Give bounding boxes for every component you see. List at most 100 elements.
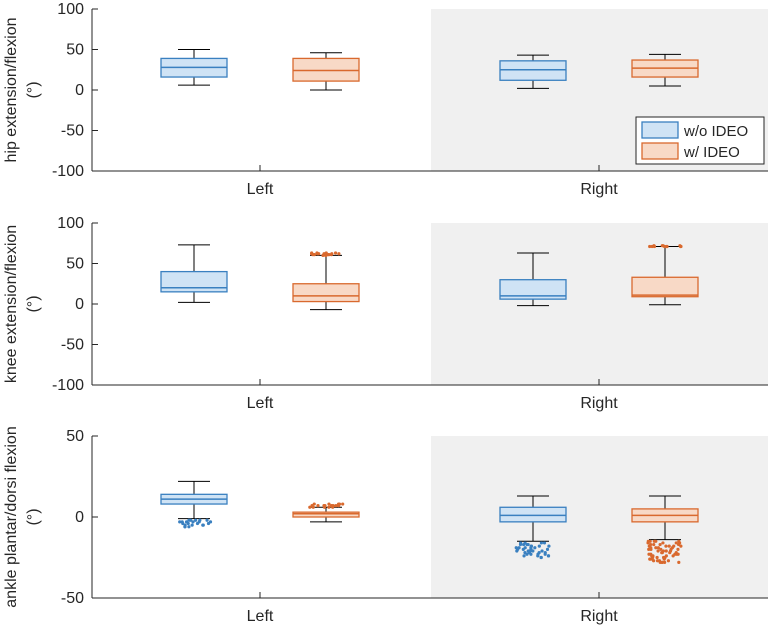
outlier-point-right xyxy=(669,547,673,552)
outlier-point-right xyxy=(671,554,675,558)
outlier-point-right xyxy=(533,546,537,550)
outlier-point-right xyxy=(660,560,664,564)
outlier-point-right xyxy=(650,244,654,249)
outlier-point-left xyxy=(315,251,319,255)
panel-2: -100 -50 0 50 100 knee extension/flexion (°) Le… xyxy=(3,215,768,412)
outlier-point-right xyxy=(515,549,519,553)
outlier-point-right xyxy=(677,560,681,564)
outlier-point-right xyxy=(660,551,664,555)
y-tick-label: -50 xyxy=(61,590,84,607)
outlier-point-left xyxy=(324,251,328,255)
x-tick-label-right: Right xyxy=(580,608,618,625)
outlier-point-right xyxy=(649,547,653,552)
outlier-point-left xyxy=(312,252,316,257)
outlier-point-right xyxy=(647,547,651,552)
series-without-ideo xyxy=(160,244,567,307)
outlier-point-left xyxy=(180,520,184,524)
outlier-point-left xyxy=(329,504,334,508)
outlier-point-right xyxy=(540,549,544,553)
outlier-point-right xyxy=(661,555,666,560)
x-tick-label-left: Left xyxy=(247,181,274,198)
y-tick-label: -100 xyxy=(52,163,84,180)
outlier-point-right xyxy=(652,244,657,249)
box-right xyxy=(631,276,699,298)
panel-3: -50 0 50 ankle plantar/dorsi flexion (°) Left… xyxy=(3,426,768,625)
outlier-point-left xyxy=(190,523,194,527)
outlier-point-left xyxy=(189,518,193,522)
legend: w/o IDEO w/ IDEO xyxy=(635,116,765,165)
box-right xyxy=(499,506,567,523)
outlier-point-right xyxy=(656,546,660,550)
outlier-point-right xyxy=(521,547,525,552)
outlier-point-right xyxy=(545,547,550,552)
y-axis-label: knee extension/flexion xyxy=(3,225,20,383)
box-right xyxy=(499,279,567,300)
outlier-point-right xyxy=(674,541,678,545)
outlier-point-left xyxy=(337,252,341,256)
outlier-point-right xyxy=(543,551,547,555)
outlier-point-right xyxy=(677,539,681,543)
outlier-point-right xyxy=(648,244,652,249)
outlier-point-left xyxy=(197,520,201,524)
y-axis-unit: (°) xyxy=(25,81,42,98)
outlier-point-right xyxy=(526,549,530,553)
box-right xyxy=(499,60,567,81)
outlier-point-left xyxy=(310,252,314,256)
box-left xyxy=(292,57,360,82)
outlier-point-right xyxy=(663,560,667,564)
x-tick-label-left: Left xyxy=(247,608,274,625)
panel-1: -100 -50 0 50 100 hip extension/flexion (°) Lef… xyxy=(3,1,768,198)
outlier-point-right xyxy=(676,542,681,547)
y-tick-label: 50 xyxy=(66,428,84,445)
y-tick-label: 50 xyxy=(66,256,84,273)
box-left xyxy=(160,270,228,293)
outlier-point-right xyxy=(537,544,541,548)
outlier-point-right xyxy=(664,544,668,548)
outlier-point-left xyxy=(327,502,331,506)
outlier-point-right xyxy=(660,244,664,248)
outlier-point-right xyxy=(664,549,668,553)
outlier-point-right xyxy=(678,244,683,249)
series-with-ideo xyxy=(292,244,699,311)
y-axis-unit: (°) xyxy=(25,295,42,312)
outlier-point-right xyxy=(546,554,551,558)
y-axis-unit: (°) xyxy=(25,508,42,525)
box-left xyxy=(292,283,360,303)
legend-swatch-with-ideo xyxy=(641,142,679,160)
outlier-point-right xyxy=(649,542,653,547)
outlier-point-left xyxy=(191,520,195,524)
outlier-point-right xyxy=(518,542,523,547)
outlier-point-right xyxy=(525,552,529,556)
outlier-point-left xyxy=(324,253,328,257)
series-without-ideo xyxy=(160,480,567,560)
outlier-point-right xyxy=(529,544,533,548)
box-left xyxy=(292,511,360,518)
outlier-point-right xyxy=(667,544,671,548)
legend-swatch-without-ideo xyxy=(641,121,679,139)
y-tick-label: -100 xyxy=(52,377,84,394)
y-tick-label: -50 xyxy=(61,337,84,354)
outlier-point-left xyxy=(327,505,331,509)
outlier-point-right xyxy=(647,552,651,556)
outlier-point-right xyxy=(656,549,660,553)
outlier-point-right xyxy=(654,546,658,550)
outlier-point-left xyxy=(330,252,334,256)
outlier-point-left xyxy=(186,521,190,526)
outlier-point-right xyxy=(650,557,654,561)
right-shaded-region xyxy=(431,436,768,598)
outlier-point-right xyxy=(514,546,518,550)
outlier-point-left xyxy=(341,502,345,506)
y-tick-label: 0 xyxy=(75,296,84,313)
outlier-point-right xyxy=(679,544,683,548)
outlier-point-right xyxy=(536,554,540,558)
outlier-point-right xyxy=(539,541,544,545)
outlier-point-left xyxy=(183,525,187,529)
outlier-point-left xyxy=(323,504,327,508)
outlier-point-left xyxy=(187,525,191,529)
y-tick-label: 0 xyxy=(75,82,84,99)
outlier-point-left xyxy=(193,518,198,522)
y-axis-label: hip extension/flexion xyxy=(3,18,20,163)
outlier-point-left xyxy=(206,521,211,526)
outlier-point-left xyxy=(308,505,312,509)
